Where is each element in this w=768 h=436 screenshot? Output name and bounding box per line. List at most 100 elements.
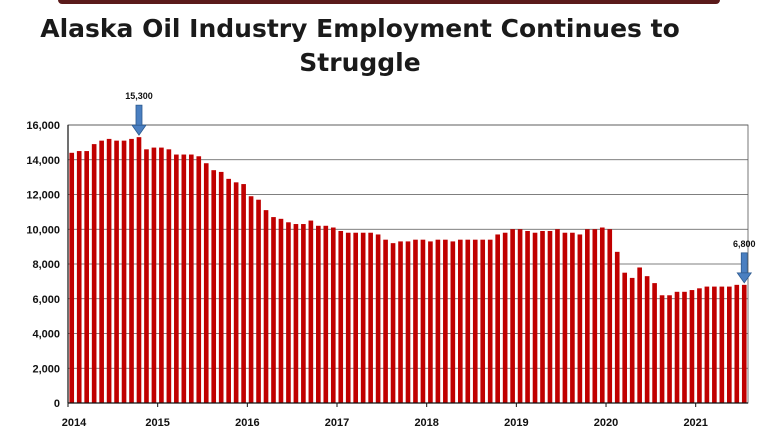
bar [263,210,269,403]
bar [592,229,598,403]
bar [136,137,142,403]
bar [644,276,650,403]
bar [689,290,695,403]
bar [271,217,276,403]
annotation-arrow-shaft [135,104,143,127]
y-tick-label: 8,000 [32,259,60,271]
bar [188,154,194,403]
y-tick-label: 10,000 [26,224,60,236]
bar [674,291,680,403]
bar [547,230,553,403]
x-tick-label: 2021 [683,417,707,429]
bar [99,140,104,403]
bar [532,232,538,403]
bar [360,232,366,403]
bar [383,239,388,403]
bar [308,220,314,403]
bar [278,218,284,403]
bar [174,154,179,403]
chart-title: Alaska Oil Industry Employment Continues… [40,14,680,77]
y-tick-label: 0 [54,398,60,410]
annotation-arrow-shaft [740,252,748,275]
bar [129,138,134,403]
x-tick-label: 2018 [414,417,438,429]
bar [256,199,261,403]
bar [405,241,411,403]
bar [91,144,97,404]
y-tick-labels: 0 2,000 4,000 6,000 8,000 10,000 12,000 14,000 1… [26,120,60,410]
bar [203,163,209,403]
bar [719,286,725,403]
bar [196,156,202,403]
bar [69,152,75,403]
bar [562,232,568,403]
bar [151,147,157,403]
x-tick-label: 2017 [325,417,349,429]
bar [712,286,717,403]
bar [540,230,545,403]
bar [599,227,605,403]
y-tick-label: 4,000 [32,329,60,341]
bar [368,232,373,403]
annotation-arrow-head [736,272,753,284]
x-tick-label: 2020 [594,417,618,429]
bar [121,140,127,403]
bar [248,196,254,403]
x-tick-label: 2014 [62,417,87,429]
axes [67,124,749,407]
bar [585,229,590,403]
bar [495,234,500,403]
bar [517,229,523,403]
annotation-label: 6,800 [733,239,756,249]
bar [413,239,418,403]
bar [697,288,702,403]
bar [353,232,359,403]
bar [682,291,687,403]
bar [667,295,672,403]
annotation-label: 15,300 [125,91,153,101]
bar [637,267,642,403]
bar [159,147,164,403]
bar [316,225,321,403]
bar [570,232,575,403]
bar [293,224,299,403]
y-tick-label: 14,000 [26,155,60,167]
bar [607,229,613,403]
bar [727,286,732,403]
bar [375,234,381,403]
bar [218,171,224,403]
bars [69,137,747,404]
bar [741,284,747,403]
bar [106,138,112,403]
bar [659,295,665,403]
bar [211,170,217,403]
x-tick-label: 2015 [145,417,169,429]
bar [555,229,560,403]
bar [286,222,291,403]
bar [345,232,351,403]
annotation-arrow-head [131,124,147,136]
bar [166,149,172,403]
bar [420,239,426,403]
bar [144,149,149,403]
bar [181,154,187,403]
bar [502,232,508,403]
bar [435,239,441,403]
bar [443,239,448,403]
bar [330,227,336,403]
bar [652,283,657,403]
bar [487,239,493,403]
y-tick-label: 6,000 [32,294,60,306]
bar [398,241,403,403]
bar [734,284,740,403]
bar [622,272,628,403]
bar [241,184,246,403]
bar [629,277,635,403]
bar [226,178,231,403]
bar [614,251,620,403]
bar [457,239,463,403]
y-tick-label: 16,000 [26,120,60,132]
bar [323,225,329,403]
bar [480,239,486,403]
